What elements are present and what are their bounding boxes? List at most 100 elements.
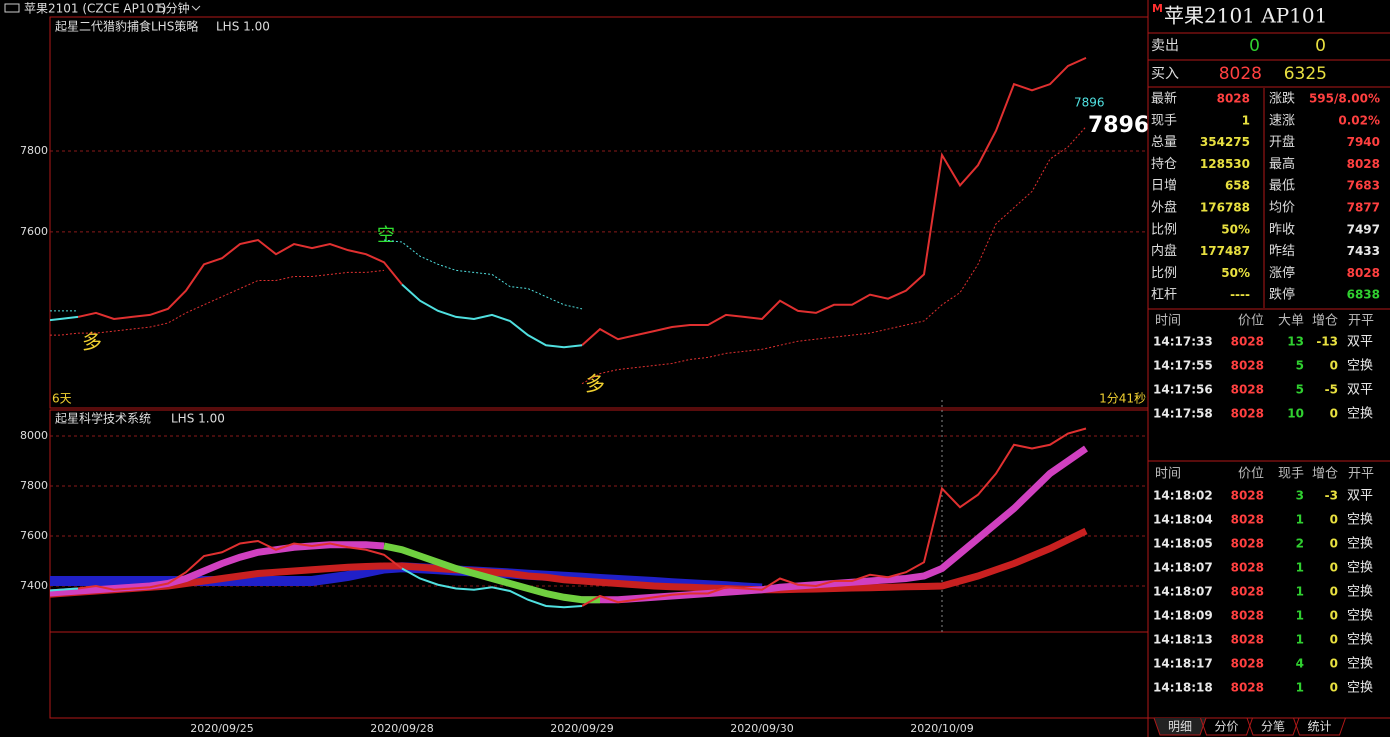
lower-subtitle: LHS 1.00 [171,412,225,426]
quote-value: 0.02% [1338,113,1380,127]
trade-cell: 14:18:07 [1153,561,1213,575]
column-header: 增仓 [1312,467,1338,482]
quote-value: 8028 [1347,157,1380,171]
trade-cell: 14:18:07 [1153,585,1213,599]
trade-cell: 空换 [1347,657,1373,672]
quote-value: 7683 [1347,179,1380,193]
x-tick-label: 2020/09/30 [730,722,793,735]
quote-value: 354275 [1200,135,1250,149]
quote-label: 涨跌 [1269,91,1295,107]
trade-cell: 14:17:56 [1153,383,1213,397]
trade-cell: 空换 [1347,513,1373,528]
trade-cell: 0 [1330,633,1338,647]
signal-long: 多 [585,372,605,396]
quote-label: 比例 [1151,266,1177,281]
quote-value: 7940 [1347,135,1380,149]
trade-cell: -13 [1316,335,1338,349]
quote-label: 最新 [1151,91,1177,107]
trade-cell: 空换 [1347,633,1373,648]
series-line [77,238,403,320]
dropdown-arrow [191,5,201,11]
series-line [50,587,79,592]
column-header: 时间 [1155,314,1181,329]
column-header: 现手 [1278,467,1304,482]
trade-cell: 空换 [1347,359,1373,374]
trade-cell: 8028 [1231,489,1264,503]
trade-cell: 8028 [1231,537,1264,551]
quote-label: 现手 [1151,113,1177,128]
period-selector[interactable]: 5分钟 [158,1,190,16]
ask-label: 卖出 [1151,38,1179,54]
trade-cell: 0 [1330,537,1338,551]
trade-cell: 14:18:02 [1153,489,1213,503]
y-tick-label: 8000 [20,429,48,442]
quote-value: 128530 [1200,157,1250,171]
quote-label: 日增 [1151,179,1177,194]
y-tick-label: 7600 [20,225,48,238]
trade-cell: 14:18:05 [1153,537,1213,551]
trade-cell: 0 [1330,513,1338,527]
trade-cell: 0 [1330,407,1338,421]
trade-cell: -5 [1325,383,1338,397]
stop-label: 7896 [1074,96,1105,110]
trade-cell: 1 [1296,585,1304,599]
trade-cell: 2 [1296,537,1304,551]
trade-cell: 1 [1296,681,1304,695]
quote-value: 8028 [1217,92,1250,106]
quote-label: 持仓 [1151,157,1177,172]
quote-label: 最低 [1269,179,1295,194]
tab[interactable]: 明细 [1168,720,1192,734]
countdown-label: 1分41秒 [1099,392,1146,406]
trade-cell: 8028 [1231,657,1264,671]
quote-value: 7877 [1347,201,1380,215]
signal-long: 多 [82,330,102,354]
y-tick-label: 7400 [20,579,48,592]
trade-cell: 5 [1296,359,1304,373]
quote-label: 杠杆 [1151,287,1177,303]
series-line [50,315,79,322]
trade-cell: 8028 [1231,681,1264,695]
y-tick-label: 7800 [20,479,48,492]
series-line [383,239,583,310]
trade-cell: 14:18:09 [1153,609,1213,623]
trade-cell: 14:17:33 [1153,335,1213,349]
tab[interactable]: 分价 [1214,720,1238,734]
trade-cell: 0 [1330,657,1338,671]
trade-cell: 8028 [1231,407,1264,421]
column-header: 大单 [1278,314,1304,329]
column-header: 增仓 [1312,314,1338,329]
trade-cell: 0 [1330,359,1338,373]
window-title: 苹果2101 (CZCE AP101) [24,2,166,16]
trade-cell: 空换 [1347,681,1373,696]
series-line [383,542,600,604]
upper-subtitle: LHS 1.00 [216,20,270,34]
series-line [401,567,583,609]
quote-value: 658 [1225,179,1250,193]
series-line [77,539,403,591]
quote-label: 总量 [1151,135,1177,150]
trade-cell: 8028 [1231,513,1264,527]
tab[interactable]: 分笔 [1261,719,1285,734]
trade-cell: 双平 [1347,489,1373,504]
quote-label: 比例 [1151,222,1177,237]
tab[interactable]: 统计 [1307,720,1331,734]
series-line [401,283,583,349]
quote-label: 开盘 [1269,134,1295,150]
trade-cell: 14:17:55 [1153,359,1213,373]
column-header: 价位 [1238,467,1264,482]
bid-label: 买入 [1151,66,1179,82]
trade-cell: 5 [1296,383,1304,397]
tab-shape [1293,717,1346,736]
ask-price: 0 [1249,36,1260,56]
market-badge: M [1152,2,1163,15]
series-line [581,56,1087,347]
quote-label: 昨结 [1269,244,1295,259]
trade-cell: 8028 [1231,359,1264,373]
quote-label: 外盘 [1151,200,1177,216]
quote-value: 177487 [1200,244,1250,258]
bid-volume: 6325 [1284,64,1327,84]
trade-cell: 1 [1296,513,1304,527]
trade-cell: 双平 [1347,335,1373,350]
